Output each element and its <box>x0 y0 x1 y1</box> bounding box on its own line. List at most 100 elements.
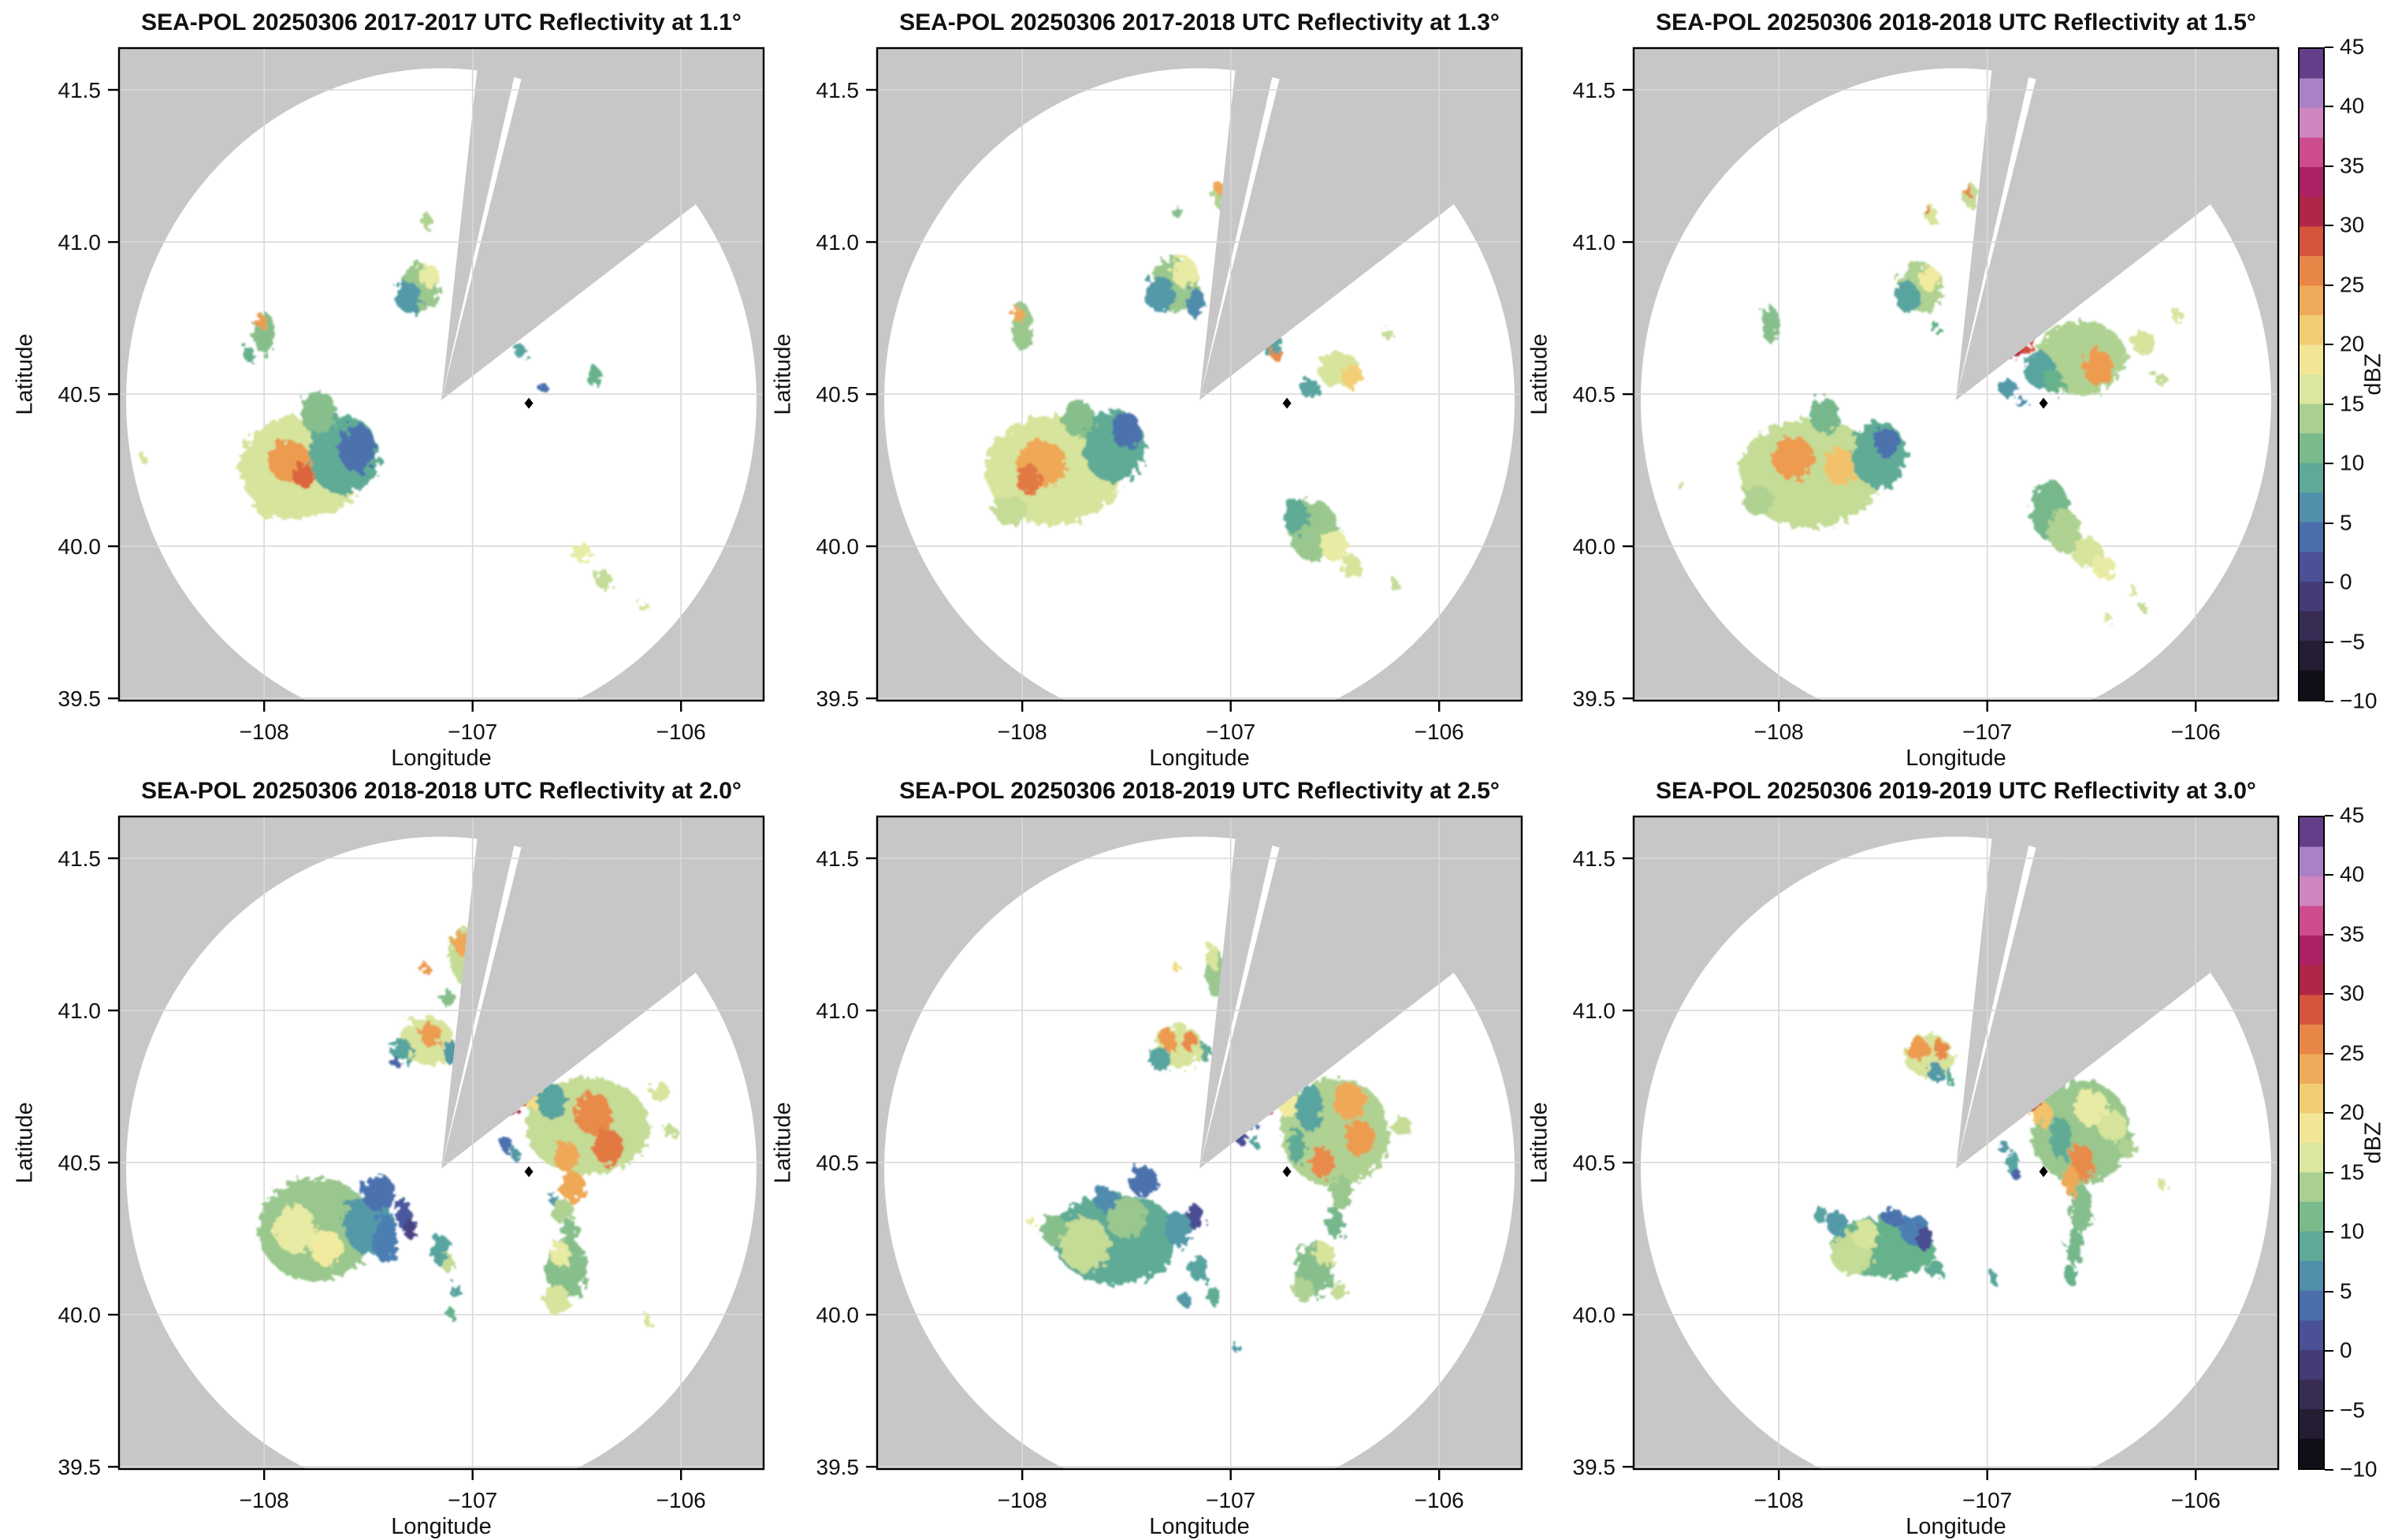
svg-text:41.0: 41.0 <box>58 230 102 255</box>
svg-text:−106: −106 <box>2171 720 2221 744</box>
colorbar-tick <box>2325 582 2333 584</box>
panel-elevation-6: SEA-POL 20250306 2019-2019 UTC Reflectiv… <box>1527 778 2280 1539</box>
svg-text:39.5: 39.5 <box>1573 686 1616 711</box>
colorbar-tick-label: 40 <box>2340 93 2365 118</box>
panel-elevation-3: SEA-POL 20250306 2018-2018 UTC Reflectiv… <box>1527 9 2280 771</box>
svg-text:−108: −108 <box>240 720 289 744</box>
svg-text:39.5: 39.5 <box>816 686 860 711</box>
svg-text:39.5: 39.5 <box>58 1455 102 1479</box>
svg-text:−107: −107 <box>1962 720 2012 744</box>
colorbar-tick-label: 10 <box>2340 450 2365 475</box>
colorbar-gradient <box>2298 47 2325 701</box>
radar-site-marker <box>1282 1166 1292 1177</box>
svg-text:41.0: 41.0 <box>816 230 860 255</box>
colorbar-unit-label: dBZ <box>2360 1122 2386 1164</box>
svg-text:−106: −106 <box>1415 1488 1464 1512</box>
colorbar-tick-label: 40 <box>2340 861 2365 887</box>
svg-text:40.0: 40.0 <box>58 534 102 559</box>
svg-text:40.5: 40.5 <box>58 382 102 407</box>
radar-site-marker <box>524 1166 534 1177</box>
axis-ticks: −108 −107 −106 41.5 41.0 40.5 40.0 39.5 <box>58 78 706 744</box>
x-axis-label: Longitude <box>1906 1514 2006 1539</box>
colorbar-tick <box>2325 641 2333 643</box>
svg-text:40.5: 40.5 <box>816 382 860 407</box>
radar-ppi-plot: −108 −107 −106 41.5 41.0 40.5 40.0 39.5 <box>816 46 1523 744</box>
panel-elevation-4: SEA-POL 20250306 2018-2018 UTC Reflectiv… <box>13 778 765 1539</box>
x-axis-label: Longitude <box>391 1514 492 1539</box>
panel-elevation-2: SEA-POL 20250306 2017-2018 UTC Reflectiv… <box>771 9 1523 771</box>
svg-text:41.5: 41.5 <box>1573 846 1616 871</box>
colorbar-tick-label: −5 <box>2340 1397 2365 1422</box>
gridlines <box>1633 816 2279 1470</box>
colorbar-tick-label: 35 <box>2340 921 2365 947</box>
axis-ticks: −108 −107 −106 41.5 41.0 40.5 40.0 39.5 <box>816 846 1464 1512</box>
panel-title: SEA-POL 20250306 2019-2019 UTC Reflectiv… <box>1656 778 2256 804</box>
y-axis-label: Latitude <box>12 1102 38 1184</box>
svg-text:−107: −107 <box>1206 720 1255 744</box>
svg-text:41.5: 41.5 <box>58 846 102 871</box>
colorbar-tick <box>2325 933 2333 936</box>
colorbar-tick <box>2325 874 2333 876</box>
radar-ppi-plot: −108 −107 −106 41.5 41.0 40.5 40.0 39.5 <box>58 46 765 744</box>
colorbar-tick-label: 25 <box>2340 272 2365 297</box>
colorbar-tick <box>2325 1290 2333 1293</box>
colorbar-tick <box>2325 344 2333 346</box>
svg-text:41.0: 41.0 <box>1573 999 1616 1023</box>
svg-text:−107: −107 <box>448 720 497 744</box>
plot-border <box>1632 815 2280 1471</box>
panel-title: SEA-POL 20250306 2018-2019 UTC Reflectiv… <box>899 778 1500 804</box>
panel-title: SEA-POL 20250306 2018-2018 UTC Reflectiv… <box>1656 9 2256 35</box>
panel-title: SEA-POL 20250306 2017-2018 UTC Reflectiv… <box>899 9 1500 35</box>
svg-text:41.5: 41.5 <box>816 846 860 871</box>
svg-text:−106: −106 <box>656 720 706 744</box>
plot-border <box>117 46 765 702</box>
svg-text:−106: −106 <box>1415 720 1464 744</box>
colorbar-tick-label: 0 <box>2340 1337 2352 1363</box>
colorbar-tick-label: −5 <box>2340 628 2365 653</box>
y-axis-label: Latitude <box>770 333 796 415</box>
reflectivity-field <box>1676 184 2184 624</box>
radar-ppi-plot: −108 −107 −106 41.5 41.0 40.5 40.0 39.5 <box>816 815 1523 1512</box>
radar-ppi-plot: −108 −107 −106 41.5 41.0 40.5 40.0 39.5 <box>1573 46 2280 744</box>
svg-text:41.0: 41.0 <box>58 999 102 1023</box>
colorbar-tick-label: 15 <box>2340 1159 2365 1185</box>
colorbar-tick <box>2325 815 2333 816</box>
colorbar-tick-label: 15 <box>2340 391 2365 416</box>
svg-text:−107: −107 <box>1206 1488 1255 1512</box>
colorbar-tick-label: 25 <box>2340 1040 2365 1066</box>
colorbar-tick-label: 20 <box>2340 1099 2365 1125</box>
axis-ticks: −108 −107 −106 41.5 41.0 40.5 40.0 39.5 <box>1573 78 2221 744</box>
axis-ticks: −108 −107 −106 41.5 41.0 40.5 40.0 39.5 <box>58 846 706 1512</box>
colorbar-tick-label: 45 <box>2340 34 2365 59</box>
axis-ticks: −108 −107 −106 41.5 41.0 40.5 40.0 39.5 <box>816 78 1464 744</box>
colorbar-tick <box>2325 993 2333 995</box>
panel-title: SEA-POL 20250306 2018-2018 UTC Reflectiv… <box>141 778 742 804</box>
colorbar-tick-label: 0 <box>2340 569 2352 594</box>
colorbar-tick <box>2325 1112 2333 1114</box>
panel-elevation-1: SEA-POL 20250306 2017-2017 UTC Reflectiv… <box>13 9 765 771</box>
svg-text:40.0: 40.0 <box>1573 534 1616 559</box>
reflectivity-field <box>139 193 648 613</box>
colorbar-tick <box>2325 284 2333 286</box>
svg-text:41.0: 41.0 <box>1573 230 1616 255</box>
colorbar-tick <box>2325 403 2333 405</box>
colorbar-tick <box>2325 1171 2333 1174</box>
colorbar-tick <box>2325 701 2333 702</box>
colorbar-tick-label: 30 <box>2340 980 2365 1006</box>
plot-border <box>117 815 765 1471</box>
x-axis-label: Longitude <box>1149 1514 1250 1539</box>
svg-text:−108: −108 <box>1754 1488 1804 1512</box>
plot-border <box>1632 46 2280 702</box>
svg-text:−108: −108 <box>1754 720 1804 744</box>
colorbar-unit-label: dBZ <box>2360 353 2386 396</box>
svg-text:40.0: 40.0 <box>1573 1303 1616 1327</box>
y-axis-label: Latitude <box>12 333 38 415</box>
svg-text:−107: −107 <box>448 1488 497 1512</box>
colorbar-row-2: dBZ 45 40 35 30 25 20 15 10 5 0 −5 −10 <box>2298 802 2386 1481</box>
colorbar-tick <box>2325 1231 2333 1233</box>
colorbar-tick-label: 35 <box>2340 153 2365 178</box>
axis-ticks: −108 −107 −106 41.5 41.0 40.5 40.0 39.5 <box>1573 846 2221 1512</box>
svg-text:−108: −108 <box>240 1488 289 1512</box>
radar-site-marker <box>2039 397 2048 409</box>
